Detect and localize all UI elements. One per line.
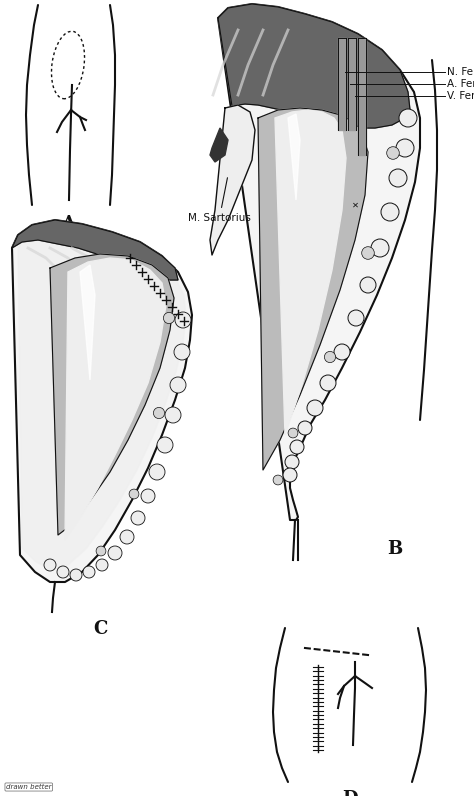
Polygon shape [275, 110, 346, 435]
Circle shape [175, 312, 191, 328]
Polygon shape [258, 108, 368, 470]
Text: B: B [387, 540, 402, 558]
Circle shape [307, 400, 323, 416]
Circle shape [285, 455, 299, 469]
Text: V. Femoralis: V. Femoralis [447, 91, 474, 101]
Circle shape [283, 468, 297, 482]
Circle shape [170, 377, 186, 393]
Circle shape [164, 312, 174, 324]
Polygon shape [12, 220, 178, 280]
Polygon shape [50, 254, 174, 535]
Polygon shape [288, 114, 300, 200]
Circle shape [96, 546, 106, 556]
Circle shape [334, 344, 350, 360]
Text: D: D [342, 790, 358, 796]
Text: A. Femoralis: A. Femoralis [447, 79, 474, 89]
Circle shape [165, 407, 181, 423]
Circle shape [288, 428, 298, 438]
Polygon shape [358, 38, 366, 155]
Polygon shape [80, 265, 95, 380]
Circle shape [131, 511, 145, 525]
Circle shape [174, 344, 190, 360]
Circle shape [387, 146, 399, 159]
Circle shape [298, 421, 312, 435]
Circle shape [348, 310, 364, 326]
Circle shape [399, 109, 417, 127]
Text: drawn better: drawn better [6, 784, 52, 790]
Text: A: A [61, 215, 75, 233]
Polygon shape [348, 38, 356, 130]
Circle shape [290, 440, 304, 454]
Circle shape [371, 239, 389, 257]
Polygon shape [218, 4, 410, 128]
Text: N. Femoralis: N. Femoralis [447, 67, 474, 77]
Circle shape [129, 489, 139, 499]
Text: M. Sartorius: M. Sartorius [188, 178, 251, 223]
Polygon shape [210, 105, 255, 255]
Text: ✕: ✕ [352, 201, 358, 209]
Circle shape [396, 139, 414, 157]
Circle shape [389, 169, 407, 187]
Circle shape [154, 408, 164, 419]
Circle shape [157, 437, 173, 453]
Circle shape [360, 277, 376, 293]
Circle shape [141, 489, 155, 503]
Circle shape [381, 203, 399, 221]
Circle shape [70, 569, 82, 581]
Polygon shape [65, 258, 166, 540]
Polygon shape [12, 220, 192, 582]
Circle shape [57, 566, 69, 578]
Circle shape [96, 559, 108, 571]
Circle shape [83, 566, 95, 578]
Polygon shape [218, 4, 420, 520]
Circle shape [273, 475, 283, 485]
Polygon shape [210, 128, 228, 162]
Circle shape [120, 530, 134, 544]
Polygon shape [18, 223, 186, 570]
Circle shape [108, 546, 122, 560]
Circle shape [149, 464, 165, 480]
Circle shape [320, 375, 336, 391]
Circle shape [324, 351, 336, 363]
Text: C: C [93, 620, 107, 638]
Polygon shape [338, 38, 346, 130]
Circle shape [44, 559, 56, 571]
Circle shape [362, 247, 374, 259]
